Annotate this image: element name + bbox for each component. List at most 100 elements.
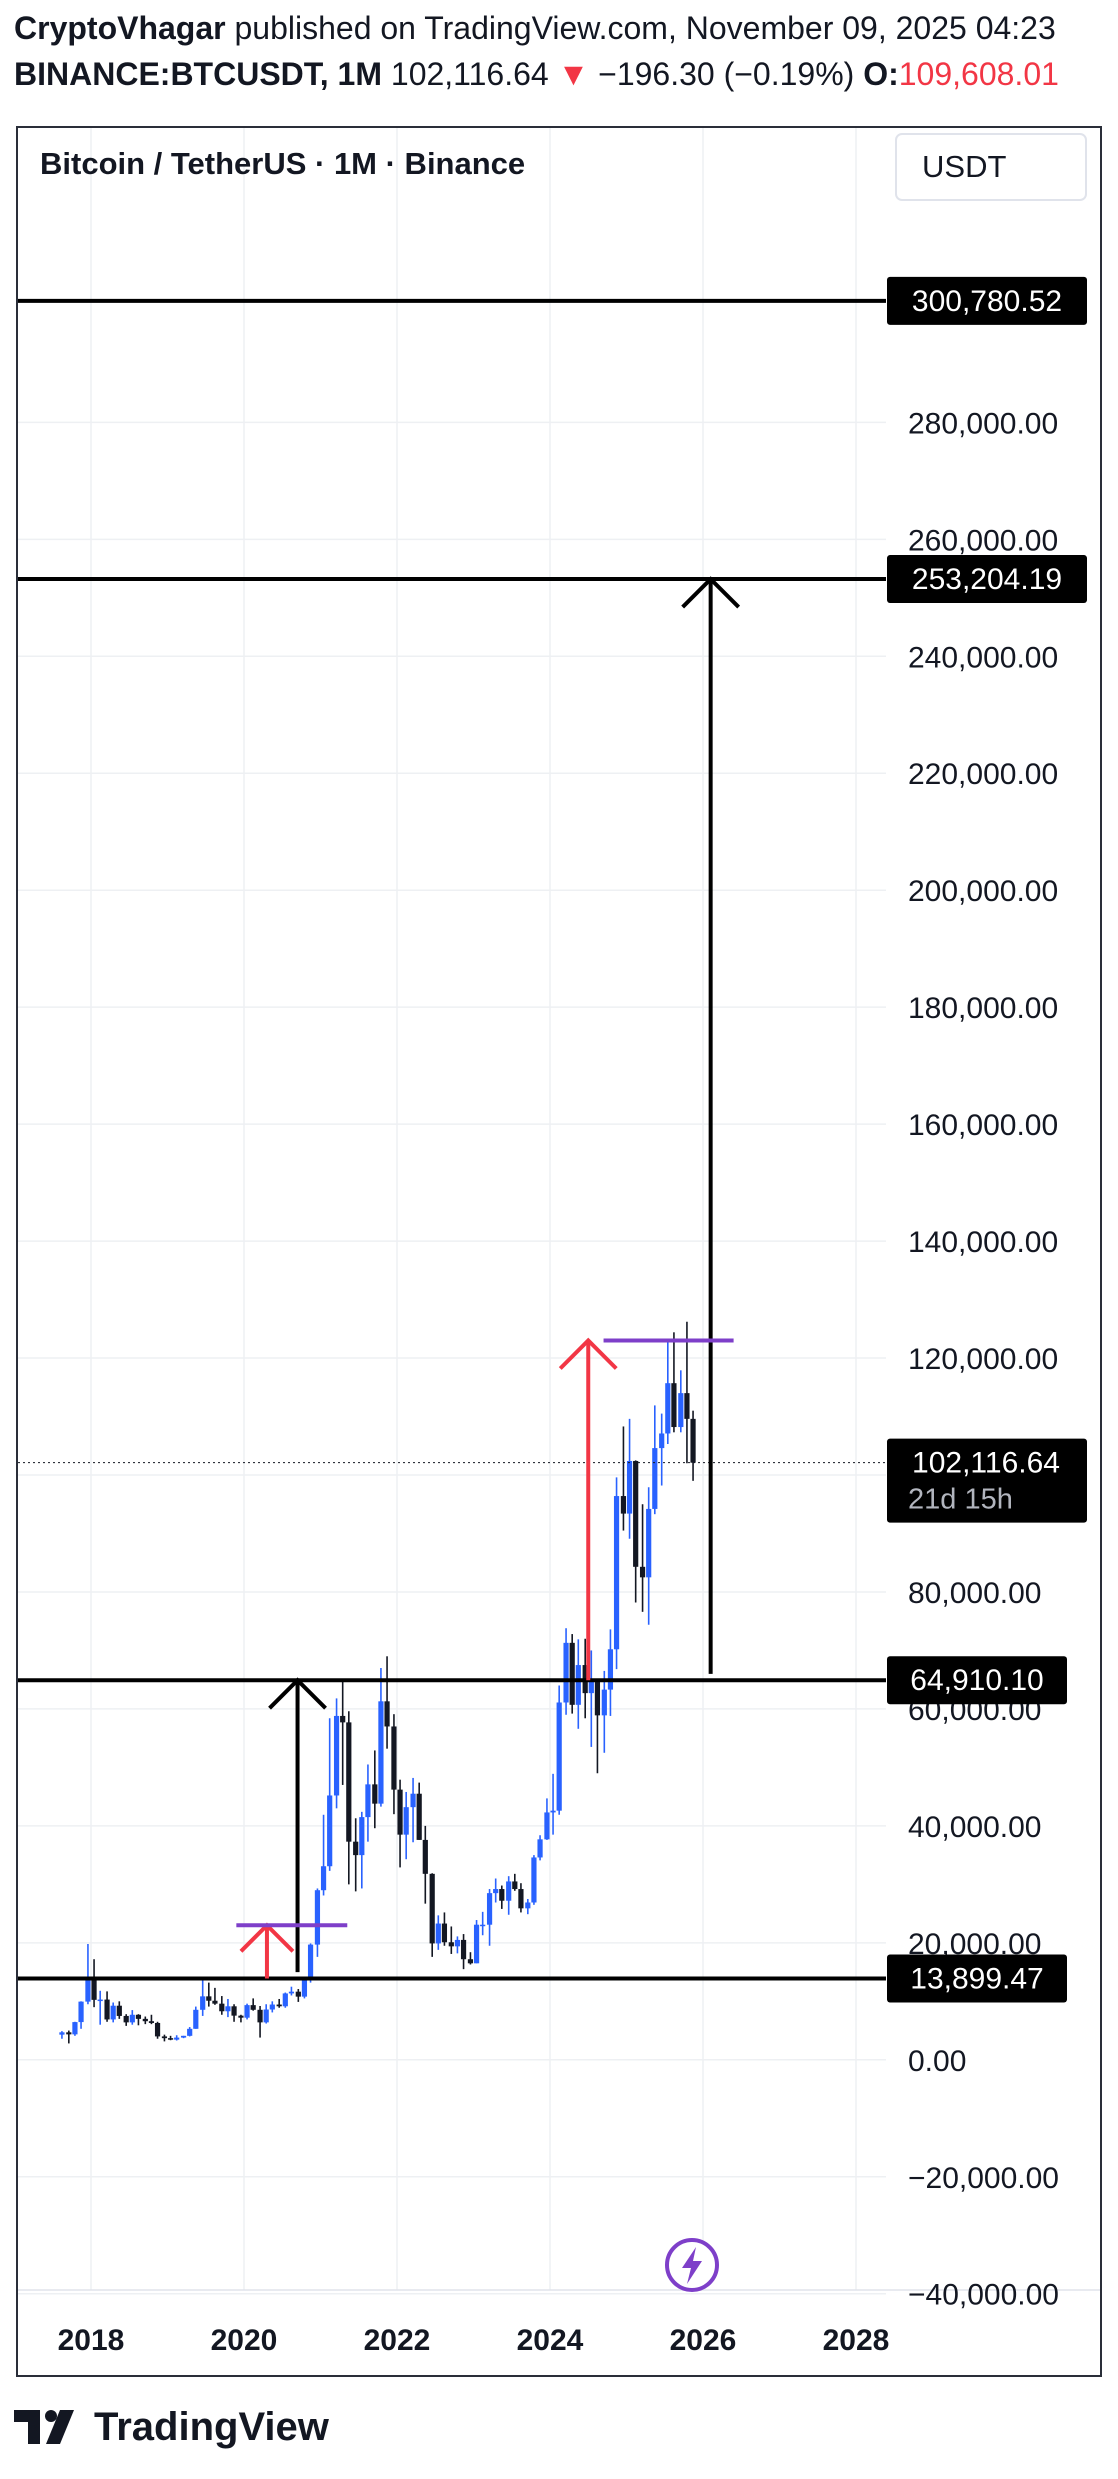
candle-up[interactable] bbox=[544, 1812, 550, 1840]
candle-up[interactable] bbox=[403, 1807, 409, 1835]
candle-up[interactable] bbox=[435, 1923, 441, 1944]
candle-up[interactable] bbox=[659, 1433, 665, 1449]
candle-up[interactable] bbox=[180, 2035, 187, 2038]
candle-up[interactable] bbox=[665, 1383, 671, 1434]
candle-up[interactable] bbox=[269, 2004, 275, 2010]
candle-up[interactable] bbox=[601, 1689, 607, 1716]
candle-up[interactable] bbox=[563, 1642, 569, 1703]
arrow-up-red-head[interactable] bbox=[558, 1337, 618, 1370]
candle-up[interactable] bbox=[575, 1665, 581, 1705]
candle-down[interactable] bbox=[91, 1979, 97, 2000]
candle-up[interactable] bbox=[333, 1715, 340, 1796]
candle-down[interactable] bbox=[161, 2036, 168, 2039]
candle-down[interactable] bbox=[384, 1701, 390, 1727]
candle-down[interactable] bbox=[231, 2006, 237, 2016]
candle-down[interactable] bbox=[66, 2032, 72, 2035]
candle-up[interactable] bbox=[588, 1682, 594, 1694]
candle-down[interactable] bbox=[429, 1873, 435, 1944]
candle-down[interactable] bbox=[238, 2015, 244, 2018]
candle-down[interactable] bbox=[690, 1418, 696, 1463]
candle-up[interactable] bbox=[473, 1924, 480, 1964]
candle-up[interactable] bbox=[506, 1881, 512, 1901]
candle-down[interactable] bbox=[671, 1383, 677, 1428]
candle-down[interactable] bbox=[467, 1959, 474, 1964]
candle-up[interactable] bbox=[301, 1979, 308, 1997]
candle-up[interactable] bbox=[493, 1889, 499, 1894]
candle-up[interactable] bbox=[187, 2028, 193, 2036]
candle-up[interactable] bbox=[320, 1866, 327, 1891]
candle-down[interactable] bbox=[148, 2021, 155, 2023]
candle-up[interactable] bbox=[244, 2005, 250, 2018]
candle-down[interactable] bbox=[353, 1841, 359, 1856]
candle-down[interactable] bbox=[569, 1642, 575, 1705]
currency-selector-box[interactable] bbox=[895, 133, 1087, 201]
candle-up[interactable] bbox=[537, 1839, 543, 1858]
candle-down[interactable] bbox=[167, 2038, 174, 2040]
candle-down[interactable] bbox=[295, 1991, 301, 1997]
candle-up[interactable] bbox=[486, 1893, 493, 1925]
candle-up[interactable] bbox=[200, 1996, 206, 2010]
candle-down[interactable] bbox=[340, 1715, 346, 1723]
candle-up[interactable] bbox=[314, 1890, 321, 1945]
candle-up[interactable] bbox=[480, 1924, 486, 1927]
candle-up[interactable] bbox=[613, 1496, 620, 1650]
candle-up[interactable] bbox=[97, 1999, 103, 2002]
candle-down[interactable] bbox=[206, 1996, 212, 2001]
candle-down[interactable] bbox=[448, 1942, 454, 1947]
candle-down[interactable] bbox=[372, 1784, 378, 1804]
candle-down[interactable] bbox=[594, 1682, 601, 1716]
candle-up[interactable] bbox=[78, 2001, 84, 2023]
candle-up[interactable] bbox=[288, 1991, 295, 1994]
candle-up[interactable] bbox=[110, 2005, 116, 2020]
candle-up[interactable] bbox=[307, 1944, 314, 1980]
candle-down[interactable] bbox=[499, 1889, 505, 1901]
candle-down[interactable] bbox=[123, 2015, 129, 2023]
candle-down[interactable] bbox=[154, 2022, 161, 2037]
candle-down[interactable] bbox=[250, 2005, 256, 2010]
candle-up[interactable] bbox=[193, 2009, 199, 2029]
candle-down[interactable] bbox=[416, 1793, 422, 1840]
candle-down[interactable] bbox=[391, 1726, 397, 1790]
candle-down[interactable] bbox=[116, 2005, 122, 2016]
candle-down[interactable] bbox=[441, 1923, 448, 1943]
candle-up[interactable] bbox=[174, 2037, 180, 2040]
candle-up[interactable] bbox=[410, 1793, 416, 1808]
candle-up[interactable] bbox=[525, 1902, 531, 1909]
candle-up[interactable] bbox=[365, 1784, 371, 1818]
author-name[interactable]: CryptoVhagar bbox=[14, 10, 226, 46]
candle-up[interactable] bbox=[652, 1448, 658, 1509]
candle-up[interactable] bbox=[646, 1508, 652, 1578]
candle-down[interactable] bbox=[219, 2003, 225, 2012]
candle-up[interactable] bbox=[225, 2006, 231, 2012]
candle-up[interactable] bbox=[454, 1939, 461, 1947]
candle-up[interactable] bbox=[626, 1460, 633, 1514]
candle-up[interactable] bbox=[59, 2032, 65, 2035]
candle-up[interactable] bbox=[327, 1795, 333, 1867]
candle-down[interactable] bbox=[684, 1393, 690, 1419]
candle-up[interactable] bbox=[359, 1817, 365, 1856]
candle-up[interactable] bbox=[531, 1857, 537, 1903]
candle-up[interactable] bbox=[378, 1701, 384, 1804]
candle-down[interactable] bbox=[460, 1939, 467, 1960]
candle-down[interactable] bbox=[135, 2014, 142, 2019]
candle-down[interactable] bbox=[257, 2009, 263, 2023]
candle-up[interactable] bbox=[72, 2022, 78, 2035]
candle-up[interactable] bbox=[129, 2014, 135, 2023]
candle-up[interactable] bbox=[678, 1393, 684, 1428]
candle-up[interactable] bbox=[556, 1702, 562, 1811]
arrow-up-black-head[interactable] bbox=[681, 576, 741, 609]
candle-down[interactable] bbox=[397, 1789, 403, 1835]
candle-up[interactable] bbox=[85, 1979, 91, 2002]
candle-down[interactable] bbox=[212, 2000, 218, 2004]
candle-down[interactable] bbox=[104, 1999, 110, 2020]
candle-down[interactable] bbox=[512, 1881, 518, 1890]
candle-down[interactable] bbox=[518, 1889, 524, 1909]
candle-down[interactable] bbox=[422, 1839, 428, 1874]
candle-down[interactable] bbox=[346, 1722, 352, 1842]
candle-up[interactable] bbox=[263, 2009, 269, 2023]
arrow-up-black-head[interactable] bbox=[268, 1677, 327, 1710]
candle-up[interactable] bbox=[282, 1993, 288, 2007]
candle-up[interactable] bbox=[550, 1810, 556, 1813]
candle-down[interactable] bbox=[639, 1566, 646, 1578]
